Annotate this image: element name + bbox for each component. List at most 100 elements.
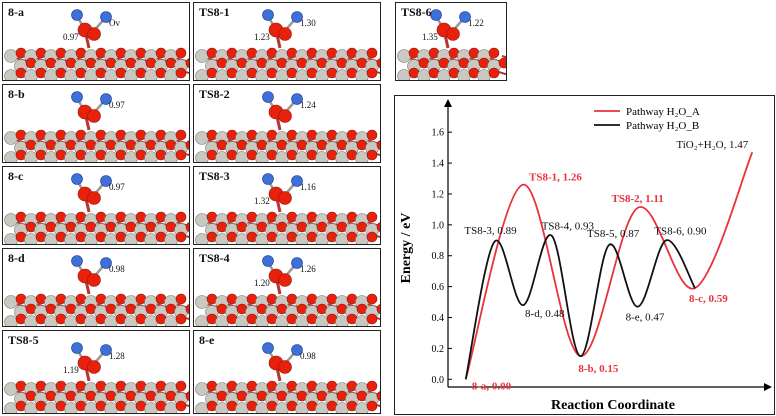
hydrogen-atom (262, 173, 274, 185)
data-label: 8-e, 0.47 (626, 312, 665, 324)
structure-image: 1.22 1.35 (397, 9, 506, 80)
bond-length-label: 0.98 (300, 351, 316, 361)
titanium-atom (4, 295, 18, 309)
titanium-atom (295, 69, 309, 80)
titanium-atom (215, 402, 229, 413)
bond-length-label: 1.22 (468, 18, 484, 28)
oxygen-atom (175, 293, 187, 305)
titanium-atom (457, 69, 471, 80)
titanium-atom (355, 402, 369, 413)
titanium-atom (24, 402, 38, 413)
titanium-atom (104, 233, 118, 244)
panel-ts8-2: TS8-2 1.24 (193, 84, 381, 163)
oxygen-atom (87, 360, 101, 374)
titanium-atom (295, 402, 309, 413)
titanium-atom (195, 69, 209, 80)
titanium-atom (164, 69, 178, 80)
hydrogen-atom (100, 175, 112, 187)
titanium-atom (24, 315, 38, 326)
oxygen-atom (185, 304, 189, 314)
bond-length-label: 1.24 (300, 100, 316, 110)
bond (379, 56, 380, 58)
chart-frame (394, 95, 775, 415)
oxygen-atom (175, 211, 187, 223)
bond-length-label: 1.28 (109, 351, 125, 361)
series-line (464, 234, 696, 380)
titanium-atom (4, 69, 18, 80)
bond (379, 220, 380, 222)
bond-length-label: 0.97 (63, 32, 79, 42)
legend-label: Pathway H₂O_B (626, 120, 699, 132)
titanium-atom (235, 402, 249, 413)
bond-length-label: 1.16 (300, 182, 316, 192)
titanium-atom (195, 151, 209, 162)
hydrogen-atom (291, 257, 303, 269)
panel-label: TS8-6 (401, 5, 432, 19)
series-line (464, 151, 754, 380)
data-label: 8-d, 0.48 (525, 308, 565, 320)
titanium-atom (44, 315, 58, 326)
structure-image: 0.97 (4, 91, 189, 162)
titanium-atom (64, 233, 78, 244)
y-axis-label: Energy / eV (399, 213, 414, 284)
hydrogen-atom (100, 344, 112, 356)
data-label: TS8-6, 0.90 (654, 225, 707, 237)
titanium-atom (64, 151, 78, 162)
titanium-atom (255, 69, 269, 80)
titanium-atom (4, 233, 18, 244)
titanium-atom (44, 69, 58, 80)
titanium-atom (44, 402, 58, 413)
titanium-atom (144, 233, 158, 244)
panel-label: 8-a (8, 5, 24, 19)
titanium-atom (124, 69, 138, 80)
bond (501, 55, 506, 59)
titanium-atom (215, 69, 229, 80)
titanium-atom (335, 233, 349, 244)
bond-length-label: 1.32 (254, 196, 270, 206)
y-tick-label: 0.4 (432, 313, 445, 324)
oxygen-atom (488, 67, 500, 79)
titanium-atom (275, 233, 289, 244)
titanium-atom (235, 315, 249, 326)
titanium-atom (164, 402, 178, 413)
hydrogen-atom (262, 255, 274, 267)
hydrogen-atom (71, 342, 83, 354)
titanium-atom (84, 69, 98, 80)
bond (188, 389, 189, 391)
structure-image: 1.28 1.19 (4, 342, 189, 413)
data-label: TS8-2, 1.11 (612, 193, 664, 205)
oxygen-atom (366, 380, 378, 392)
y-tick-label: 0.2 (432, 344, 445, 355)
titanium-atom (84, 402, 98, 413)
titanium-atom (44, 151, 58, 162)
titanium-atom (124, 233, 138, 244)
titanium-atom (195, 233, 209, 244)
oxygen-atom (175, 129, 187, 141)
titanium-atom (275, 69, 289, 80)
hydrogen-atom (262, 9, 274, 21)
oxygen-atom (175, 313, 187, 325)
titanium-atom (335, 315, 349, 326)
panel-8a: 8-a Ov 0.97 (2, 2, 190, 81)
energy-profile-chart: 0.0 0.2 0.4 0.6 0.8 1.0 1.2 1.4 1.6 Energy / eV Re… (394, 95, 776, 416)
panel-8b: 8-b 0.97 (2, 84, 190, 163)
panel-label: TS8-1 (199, 5, 230, 19)
titanium-atom (195, 131, 209, 145)
oxygen-atom (498, 57, 506, 69)
hydrogen-atom (100, 11, 112, 23)
hydrogen-atom (71, 9, 83, 21)
bond-length-label: 1.23 (254, 32, 270, 42)
titanium-atom (124, 402, 138, 413)
hydrogen-atom (262, 91, 274, 103)
titanium-atom (215, 315, 229, 326)
titanium-atom (335, 69, 349, 80)
structure-image: 1.24 (195, 91, 380, 162)
oxygen-atom (446, 27, 460, 41)
oxygen-atom (366, 400, 378, 412)
titanium-atom (397, 69, 411, 80)
titanium-atom (335, 151, 349, 162)
hydrogen-atom (430, 9, 442, 21)
titanium-atom (417, 69, 431, 80)
titanium-atom (104, 69, 118, 80)
oxygen-atom (366, 67, 378, 79)
